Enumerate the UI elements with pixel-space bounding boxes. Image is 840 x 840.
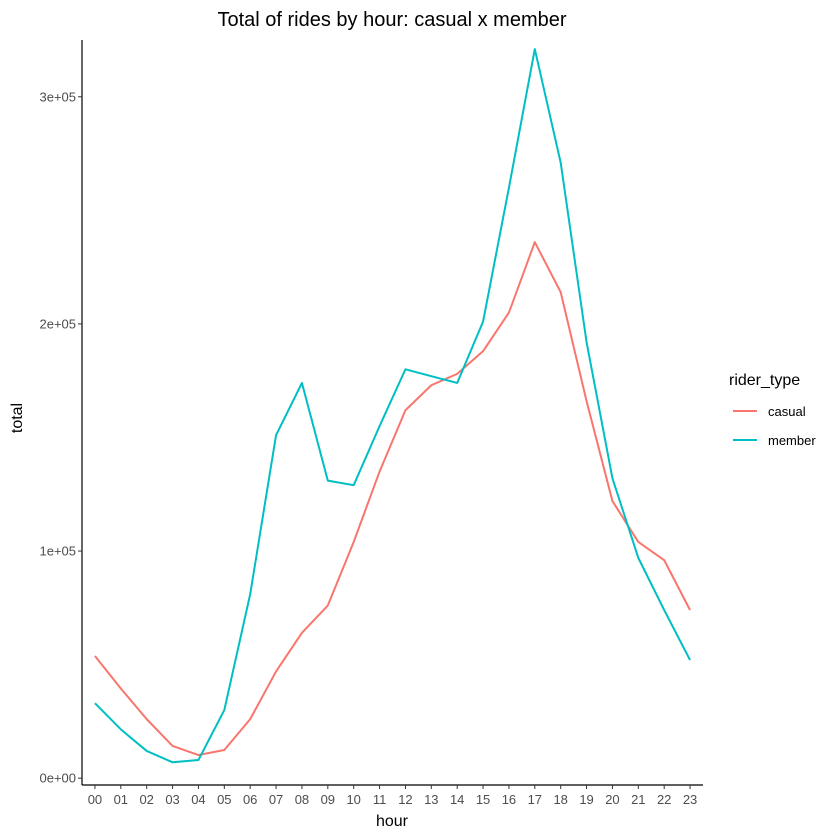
legend-item-member: member — [733, 433, 816, 448]
chart-title: Total of rides by hour: casual x member — [217, 9, 566, 31]
x-tick-label: 14 — [450, 792, 464, 807]
x-tick-label: 22 — [657, 792, 671, 807]
x-tick-label: 03 — [165, 792, 179, 807]
x-tick-label: 12 — [398, 792, 412, 807]
legend-label-casual: casual — [768, 404, 806, 419]
x-tick-label: 23 — [683, 792, 697, 807]
x-tick-label: 00 — [88, 792, 102, 807]
y-tick-label: 1e+05 — [39, 544, 76, 559]
x-tick-label: 05 — [217, 792, 231, 807]
x-tick-label: 02 — [139, 792, 153, 807]
legend: rider_type casual member — [729, 372, 816, 448]
x-tick-label: 08 — [295, 792, 309, 807]
x-tick-label: 17 — [528, 792, 542, 807]
x-tick-label: 06 — [243, 792, 257, 807]
y-tick-label: 3e+05 — [39, 89, 76, 104]
legend-title: rider_type — [729, 372, 800, 389]
x-tick-label: 21 — [631, 792, 645, 807]
x-tick-label: 10 — [346, 792, 360, 807]
x-tick-label: 07 — [269, 792, 283, 807]
x-tick-label: 18 — [553, 792, 567, 807]
plot-area — [94, 48, 691, 764]
legend-label-member: member — [768, 433, 816, 448]
x-tick-label: 13 — [424, 792, 438, 807]
y-tick-label: 2e+05 — [39, 316, 76, 331]
x-tick-label: 16 — [502, 792, 516, 807]
x-tick-label: 01 — [114, 792, 128, 807]
x-tick-label: 19 — [579, 792, 593, 807]
legend-item-casual: casual — [733, 404, 806, 419]
series-line-member — [94, 48, 691, 764]
x-tick-label: 04 — [191, 792, 205, 807]
x-tick-label: 20 — [605, 792, 619, 807]
x-tick-label: 11 — [373, 792, 387, 807]
series-line-casual — [94, 241, 691, 757]
x-axis-title: hour — [376, 813, 409, 830]
axes: 0e+00 1e+05 2e+05 3e+05 00 01 02 03 04 05 06 07 08 09… — [39, 40, 703, 807]
y-tick-label: 0e+00 — [39, 771, 76, 786]
x-tick-label: 09 — [321, 792, 335, 807]
y-axis-title: total — [9, 403, 26, 433]
x-tick-label: 15 — [476, 792, 490, 807]
